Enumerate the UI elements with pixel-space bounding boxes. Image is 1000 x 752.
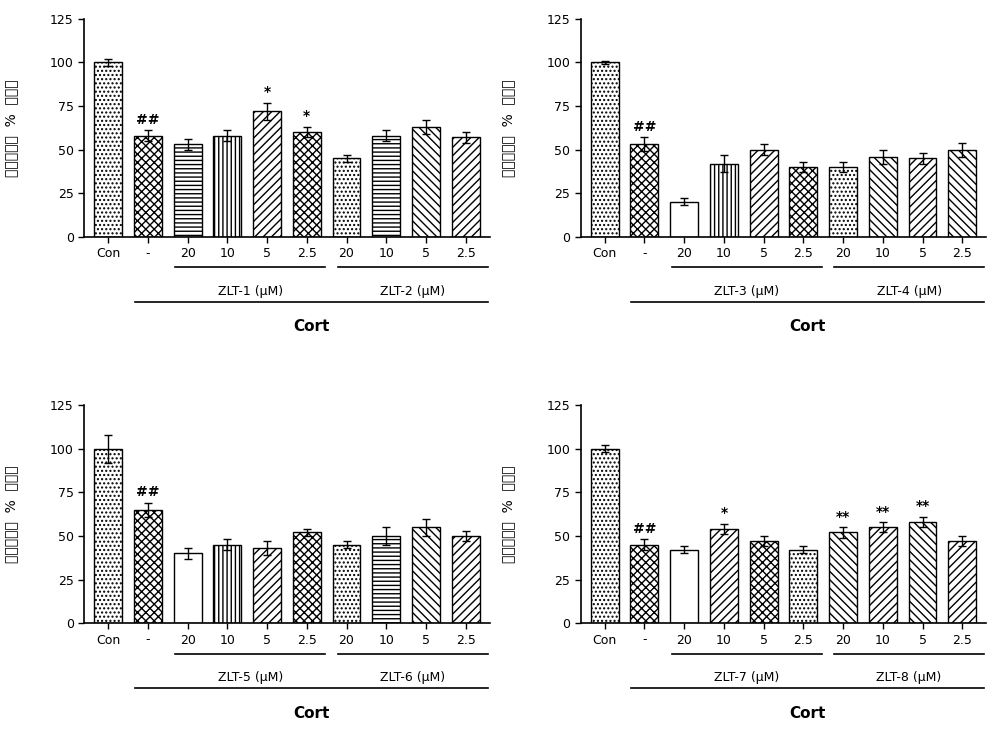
Text: *: * <box>303 110 310 123</box>
Bar <box>869 527 897 623</box>
Bar <box>869 156 897 237</box>
Bar <box>789 550 817 623</box>
Bar <box>372 536 400 623</box>
Bar <box>710 163 738 237</box>
Text: Cort: Cort <box>790 706 826 721</box>
Text: **: ** <box>876 505 890 519</box>
Text: ZLT-7 (μM): ZLT-7 (μM) <box>714 671 780 684</box>
Bar <box>750 541 778 623</box>
Text: *: * <box>720 506 727 520</box>
Bar <box>670 550 698 623</box>
Bar <box>909 158 936 237</box>
Bar <box>293 132 321 237</box>
Bar <box>909 522 936 623</box>
Text: *: * <box>264 85 271 99</box>
Text: ZLT-3 (μM): ZLT-3 (μM) <box>714 284 780 298</box>
Text: 细胞生存率  %  对照组: 细胞生存率 % 对照组 <box>501 79 515 177</box>
Bar <box>253 548 281 623</box>
Bar <box>948 150 976 237</box>
Bar <box>630 144 658 237</box>
Bar <box>452 138 480 237</box>
Text: ZLT-1 (μM): ZLT-1 (μM) <box>218 284 283 298</box>
Bar <box>372 135 400 237</box>
Text: **: ** <box>836 510 850 524</box>
Bar <box>670 202 698 237</box>
Bar <box>591 62 619 237</box>
Bar <box>213 135 241 237</box>
Text: ZLT-2 (μM): ZLT-2 (μM) <box>380 284 445 298</box>
Text: 细胞生存率  %  对照组: 细胞生存率 % 对照组 <box>501 465 515 563</box>
Bar <box>452 536 480 623</box>
Text: **: ** <box>915 499 930 514</box>
Bar <box>333 158 360 237</box>
Bar <box>412 527 440 623</box>
Text: ZLT-5 (μM): ZLT-5 (μM) <box>218 671 283 684</box>
Text: ZLT-6 (μM): ZLT-6 (μM) <box>380 671 445 684</box>
Bar <box>789 167 817 237</box>
Text: 细胞生存率  %  对照组: 细胞生存率 % 对照组 <box>4 465 18 563</box>
Bar <box>750 150 778 237</box>
Text: ZLT-4 (μM): ZLT-4 (μM) <box>877 284 942 298</box>
Bar <box>412 127 440 237</box>
Bar <box>134 135 162 237</box>
Text: Cort: Cort <box>293 320 329 335</box>
Bar <box>333 544 360 623</box>
Bar <box>253 111 281 237</box>
Text: ##: ## <box>136 485 160 499</box>
Bar <box>829 167 857 237</box>
Text: ##: ## <box>633 120 656 134</box>
Text: Cort: Cort <box>790 320 826 335</box>
Text: Cort: Cort <box>293 706 329 721</box>
Bar <box>134 510 162 623</box>
Bar <box>829 532 857 623</box>
Bar <box>293 532 321 623</box>
Bar <box>94 62 122 237</box>
Bar <box>948 541 976 623</box>
Text: 细胞生存率  %  对照组: 细胞生存率 % 对照组 <box>4 79 18 177</box>
Bar <box>591 449 619 623</box>
Text: ##: ## <box>633 522 656 536</box>
Text: ZLT-8 (μM): ZLT-8 (μM) <box>876 671 942 684</box>
Bar <box>94 449 122 623</box>
Bar <box>630 544 658 623</box>
Bar <box>213 544 241 623</box>
Text: ##: ## <box>136 113 160 127</box>
Bar <box>710 529 738 623</box>
Bar <box>174 144 202 237</box>
Bar <box>174 553 202 623</box>
